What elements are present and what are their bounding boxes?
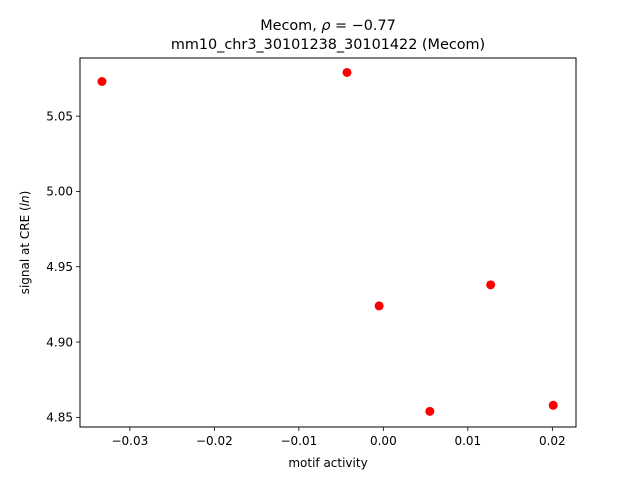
data-point [548,400,558,410]
axes-frame [79,57,577,428]
data-point [374,301,384,311]
x-tick-label: −0.01 [280,434,317,448]
x-tick-label: 0.02 [539,434,566,448]
chart-title-line2: mm10_chr3_30101238_30101422 (Mecom) [171,37,485,53]
x-tick-label: 0.00 [370,434,397,448]
plot-area [80,58,576,427]
y-tick-label: 4.85 [46,411,73,425]
x-tick-label: 0.01 [454,434,481,448]
x-axis-ticks: −0.03 −0.02 −0.01 0.00 0.01 0.02 [111,427,566,448]
y-tick-label: 5.00 [46,185,73,199]
data-point [486,280,496,290]
y-axis-label: signal at CRE (ln) [18,191,32,295]
data-points [97,67,558,416]
y-tick-label: 5.05 [46,109,73,123]
y-tick-label: 4.90 [46,335,73,349]
data-point [97,76,107,86]
data-point [342,67,352,77]
x-axis-label: motif activity [288,456,367,470]
x-tick-label: −0.03 [111,434,148,448]
y-tick-label: 4.95 [46,260,73,274]
y-axis-ticks: 4.85 4.90 4.95 5.00 5.05 [46,109,80,425]
data-point [425,406,435,416]
x-tick-label: −0.02 [196,434,233,448]
chart-title-line1: Mecom, ρ = −0.77 [260,18,396,34]
